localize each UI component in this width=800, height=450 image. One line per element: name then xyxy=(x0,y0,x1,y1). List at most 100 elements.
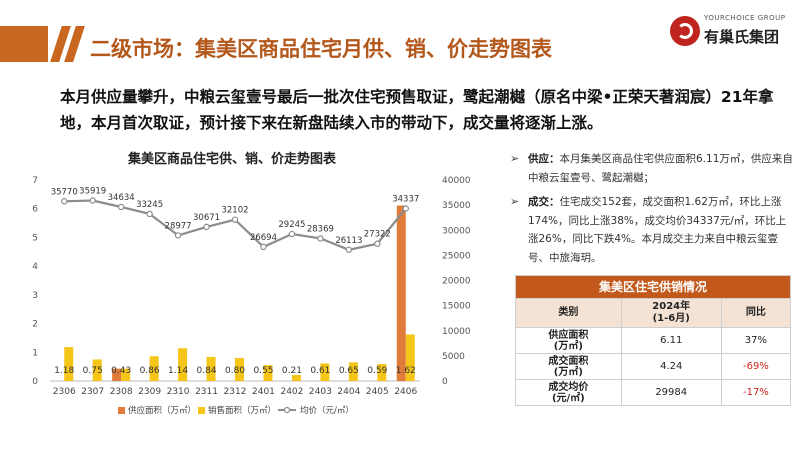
sales-bar xyxy=(348,362,358,381)
price-data-label: 34634 xyxy=(108,193,135,203)
left-y-tick-label: 6 xyxy=(32,205,38,215)
table-row-label: 成交均价 (元/㎡) xyxy=(515,379,622,406)
sales-bar xyxy=(64,347,74,381)
x-tick-label: 2311 xyxy=(195,387,218,397)
x-tick-label: 2312 xyxy=(224,387,247,397)
sales-bar xyxy=(235,358,244,381)
arrow-bullet-icon: ➢ xyxy=(510,152,520,165)
x-tick-label: 2308 xyxy=(110,387,133,397)
right-y-tick-label: 15000 xyxy=(442,302,471,312)
table-cell-value: 6.11 xyxy=(620,327,722,354)
price-point xyxy=(374,240,381,247)
table-cell-yoy: -17% xyxy=(720,379,792,406)
sales-bar xyxy=(405,334,415,381)
header: 二级市场：集美区商品住宅月供、销、价走势图表 YOURCHOICE GROUP … xyxy=(0,0,800,62)
table-header: 2024年 (1-6月) xyxy=(620,298,722,328)
price-data-label: 30671 xyxy=(193,213,220,223)
legend-sales-swatch xyxy=(198,407,205,414)
table-cell-yoy: 37% xyxy=(720,327,792,354)
sales-data-label: 1.62 xyxy=(396,366,416,376)
trend-chart: 0 1 2 3 4 5 6 7 0 5000 10000 15000 20000 25000 30000 35… xyxy=(32,176,471,416)
sales-data-label: 0.75 xyxy=(83,366,103,376)
price-point xyxy=(288,230,296,238)
price-data-label: 27322 xyxy=(364,230,391,240)
price-point xyxy=(260,243,267,251)
price-data-label: 34337 xyxy=(392,194,419,204)
x-tick-label: 2402 xyxy=(280,387,303,397)
price-point xyxy=(117,203,125,211)
x-tick-label: 2404 xyxy=(337,387,360,397)
bullet-text: 本月集美区商品住宅供应面积6.11万㎡，供应来自中粮云玺壹号、鹭起潮樾； xyxy=(528,153,793,184)
right-y-tick-label: 35000 xyxy=(442,201,471,211)
right-y-tick-label: 25000 xyxy=(442,251,471,261)
legend-price-marker xyxy=(283,406,291,414)
sales-data-label: 1.18 xyxy=(54,366,74,376)
price-point xyxy=(174,232,182,239)
sales-data-label: 0.55 xyxy=(253,366,273,376)
x-tick-label: 2401 xyxy=(252,387,275,397)
x-tick-label: 2307 xyxy=(81,387,104,397)
left-y-tick-label: 2 xyxy=(32,320,38,330)
sales-data-label: 0.84 xyxy=(197,366,217,376)
legend-price-label: 均价（元/㎡） xyxy=(300,405,354,416)
price-data-label: 28369 xyxy=(307,224,334,234)
price-data-label: 26113 xyxy=(335,236,362,246)
legend-supply-swatch xyxy=(118,407,125,414)
logo-english-text: YOURCHOICE GROUP xyxy=(704,14,786,22)
bullet-key: 成交： xyxy=(528,196,560,209)
left-y-tick-label: 4 xyxy=(32,262,38,272)
table-row: 成交面积 (万㎡) 4.24 -69% xyxy=(515,353,792,380)
sales-data-label: 0.61 xyxy=(310,366,330,376)
price-point xyxy=(345,246,353,253)
sales-bar xyxy=(178,348,188,381)
x-tick-label: 2406 xyxy=(394,387,417,397)
table-header: 同比 xyxy=(720,298,792,328)
right-y-tick-label: 0 xyxy=(442,377,448,387)
right-y-tick-label: 20000 xyxy=(442,277,471,287)
sales-data-label: 0.21 xyxy=(282,366,302,376)
right-y-tick-label: 10000 xyxy=(442,327,471,337)
sales-bar xyxy=(206,356,216,381)
bullet-deal: ➢ 成交：住宅成交152套，成交面积1.62万㎡，环比上涨174%，同比上涨38… xyxy=(508,193,793,267)
price-point xyxy=(402,205,409,212)
x-tick-label: 2403 xyxy=(309,387,332,397)
table-row: 成交均价 (元/㎡) 29984 -17% xyxy=(515,379,792,406)
table-cell-value: 29984 xyxy=(620,379,722,406)
price-data-label: 26694 xyxy=(250,233,277,243)
arrow-bullet-icon: ➢ xyxy=(510,195,520,209)
sales-data-label: 0.43 xyxy=(111,366,131,376)
logo-chinese-text: 有巢氏集团 xyxy=(704,28,780,46)
left-y-tick-label: 3 xyxy=(32,291,38,301)
left-y-tick-label: 5 xyxy=(32,233,38,243)
table-row-label: 供应面积 (万㎡) xyxy=(515,327,622,354)
right-y-tick-label: 30000 xyxy=(442,226,471,236)
right-y-tick-label: 40000 xyxy=(442,176,471,186)
price-data-label: 28977 xyxy=(165,221,192,231)
price-data-label: 29245 xyxy=(278,220,305,230)
sales-data-label: 0.65 xyxy=(339,366,359,376)
left-y-tick-label: 7 xyxy=(32,176,38,186)
bullet-key: 供应： xyxy=(528,153,560,165)
x-tick-label: 2306 xyxy=(53,387,76,397)
price-point xyxy=(61,198,68,205)
price-data-label: 32102 xyxy=(221,206,248,216)
x-tick-label: 2405 xyxy=(366,387,389,397)
sales-data-label: 0.59 xyxy=(367,366,387,376)
x-tick-label: 2310 xyxy=(167,387,190,397)
sales-bar xyxy=(320,363,330,381)
table-row: 供应面积 (万㎡) 6.11 37% xyxy=(515,327,792,354)
sales-bar xyxy=(149,356,159,381)
price-data-label: 35770 xyxy=(51,187,78,197)
header-accent-bar xyxy=(0,26,48,62)
table-header: 类别 xyxy=(515,298,622,328)
chart-title: 集美区商品住宅供、销、价走势图表 xyxy=(128,152,337,167)
price-point xyxy=(317,235,324,242)
price-data-label: 35919 xyxy=(79,187,106,197)
table-cell-value: 4.24 xyxy=(620,353,722,380)
table-cell-yoy: -69% xyxy=(720,353,792,380)
company-logo: YOURCHOICE GROUP 有巢氏集团 xyxy=(660,12,796,52)
sales-bar xyxy=(263,365,273,381)
bullet-list: ➢ 供应：本月集美区商品住宅供应面积6.11万㎡，供应来自中粮云玺壹号、鹭起潮樾… xyxy=(508,150,793,274)
table-row-label: 成交面积 (万㎡) xyxy=(515,353,622,380)
x-tick-label: 2309 xyxy=(138,387,161,397)
